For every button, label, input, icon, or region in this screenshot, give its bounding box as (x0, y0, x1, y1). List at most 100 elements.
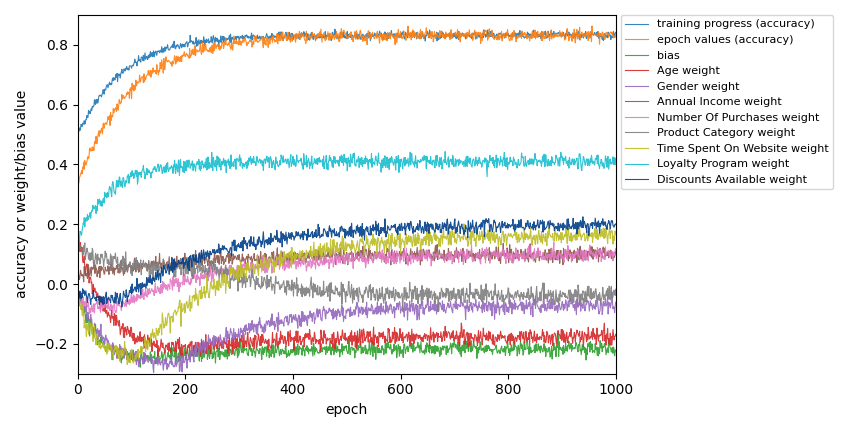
Line: Product Category weight: Product Category weight (78, 242, 616, 311)
Annual Income weight (73, 280, 83, 285)
bias (183, 346, 193, 352)
Number Of Purchases weight (610, 246, 621, 251)
Discounts Available weight (183, 266, 193, 271)
Product Category weight (548, 299, 559, 304)
training progress (accuracy) (492, 35, 503, 41)
Number Of Purchases weight (73, 301, 83, 306)
epoch values (accuracy) (73, 178, 83, 184)
Line: Loyalty Program weight: Loyalty Program weight (78, 152, 616, 243)
Loyalty Program weight (183, 160, 193, 165)
Age weight (183, 343, 193, 349)
bias (585, 349, 595, 355)
Gender weight (73, 286, 83, 292)
Discounts Available weight (610, 221, 621, 226)
bias (105, 347, 115, 353)
epoch values (accuracy) (74, 180, 84, 185)
Loyalty Program weight (440, 149, 450, 154)
Annual Income weight (585, 250, 595, 255)
training progress (accuracy) (73, 131, 83, 136)
Time Spent On Website weight (122, 362, 132, 367)
Loyalty Program weight (549, 162, 559, 167)
Age weight (153, 354, 163, 359)
Annual Income weight (498, 241, 509, 246)
Product Category weight (585, 295, 595, 300)
bias (548, 340, 559, 346)
Y-axis label: accuracy or weight/bias value: accuracy or weight/bias value (15, 90, 29, 299)
Time Spent On Website weight (492, 238, 503, 243)
training progress (accuracy) (610, 30, 621, 35)
Loyalty Program weight (513, 161, 523, 166)
Annual Income weight (492, 252, 502, 257)
Product Category weight (73, 239, 83, 245)
Product Category weight (433, 308, 443, 314)
Time Spent On Website weight (585, 234, 595, 239)
Annual Income weight (548, 253, 559, 258)
bias (610, 347, 621, 353)
bias (135, 365, 145, 370)
Number Of Purchases weight (85, 311, 95, 316)
Line: Age weight: Age weight (78, 228, 616, 356)
Discounts Available weight (117, 305, 127, 310)
epoch values (accuracy) (183, 52, 193, 57)
training progress (accuracy) (513, 32, 523, 38)
Annual Income weight (182, 263, 192, 268)
Line: Discounts Available weight: Discounts Available weight (78, 217, 616, 307)
Discounts Available weight (73, 287, 83, 292)
Gender weight (585, 298, 595, 303)
Discounts Available weight (512, 222, 522, 227)
Line: Number Of Purchases weight: Number Of Purchases weight (78, 242, 616, 313)
Line: Annual Income weight: Annual Income weight (78, 243, 616, 283)
epoch values (accuracy) (585, 35, 595, 40)
Gender weight (610, 299, 621, 305)
Discounts Available weight (492, 224, 503, 229)
training progress (accuracy) (585, 30, 595, 35)
Number Of Purchases weight (549, 257, 559, 262)
training progress (accuracy) (329, 27, 340, 32)
Gender weight (492, 305, 503, 310)
Number Of Purchases weight (585, 251, 595, 257)
Product Category weight (182, 255, 192, 260)
X-axis label: epoch: epoch (326, 403, 368, 417)
Age weight (73, 226, 83, 231)
Age weight (610, 332, 621, 337)
training progress (accuracy) (73, 131, 83, 136)
Age weight (548, 333, 559, 338)
Annual Income weight (512, 256, 522, 261)
Line: training progress (accuracy): training progress (accuracy) (78, 29, 616, 133)
Loyalty Program weight (585, 156, 595, 162)
epoch values (accuracy) (548, 35, 559, 40)
Time Spent On Website weight (513, 239, 523, 244)
training progress (accuracy) (549, 32, 559, 37)
Line: bias: bias (78, 290, 616, 367)
Loyalty Program weight (106, 191, 116, 196)
Time Spent On Website weight (549, 238, 559, 244)
Loyalty Program weight (73, 229, 83, 234)
Loyalty Program weight (610, 156, 621, 161)
Time Spent On Website weight (183, 305, 193, 310)
epoch values (accuracy) (610, 33, 621, 38)
bias (492, 351, 503, 356)
Number Of Purchases weight (106, 302, 116, 307)
Gender weight (183, 358, 193, 363)
Loyalty Program weight (492, 156, 503, 161)
Gender weight (106, 343, 116, 348)
Number Of Purchases weight (548, 239, 559, 245)
Gender weight (513, 307, 523, 312)
Age weight (585, 337, 595, 342)
Product Category weight (492, 296, 503, 301)
Annual Income weight (105, 267, 115, 272)
Age weight (492, 339, 503, 344)
Age weight (512, 336, 522, 341)
Product Category weight (105, 251, 115, 257)
Time Spent On Website weight (610, 232, 621, 237)
Number Of Purchases weight (492, 249, 503, 254)
Time Spent On Website weight (459, 221, 469, 226)
Number Of Purchases weight (512, 251, 522, 256)
epoch values (accuracy) (492, 33, 503, 38)
Discounts Available weight (578, 214, 588, 219)
Gender weight (549, 306, 559, 311)
epoch values (accuracy) (512, 33, 522, 38)
Annual Income weight (610, 249, 621, 254)
bias (512, 353, 522, 359)
training progress (accuracy) (106, 82, 116, 87)
